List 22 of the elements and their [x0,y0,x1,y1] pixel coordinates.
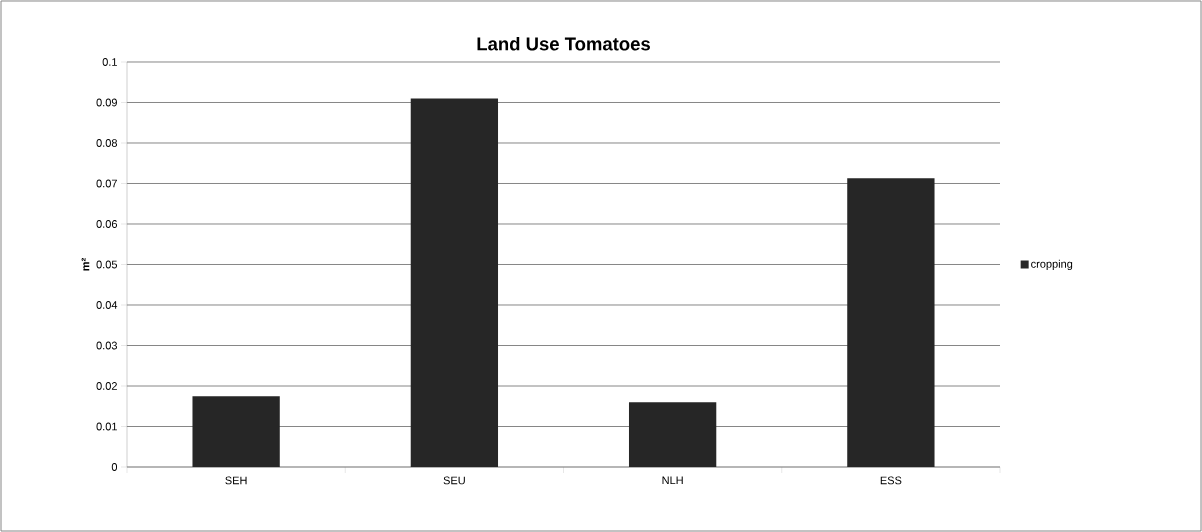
y-tick-label: 0.01 [96,422,117,431]
bar [847,178,935,467]
x-tick-label: NLH [662,476,683,485]
bar [410,98,499,467]
y-tick-label: 0.05 [96,260,118,269]
bar [628,402,717,467]
chart-title: Land Use Tomatoes [477,36,650,51]
y-tick-label: 0.07 [96,179,117,188]
legend-label: cropping [1031,259,1073,271]
x-tick-label: ESS [880,476,902,485]
y-tick-label: 0.1 [102,58,117,66]
bar [192,396,280,467]
y-tick-label: 0.03 [96,341,117,350]
y-tick-label: 0.08 [96,139,117,147]
x-tick-label: SEH [225,476,247,485]
y-tick-label: 0 [111,463,118,471]
y-axis-title: m² [81,258,90,271]
y-tick-label: 0.02 [96,382,117,390]
y-tick-label: 0.06 [96,220,117,228]
y-tick-label: 0.09 [96,98,117,107]
x-tick-label: SEU [443,476,465,485]
y-tick-label: 0.04 [96,301,118,309]
